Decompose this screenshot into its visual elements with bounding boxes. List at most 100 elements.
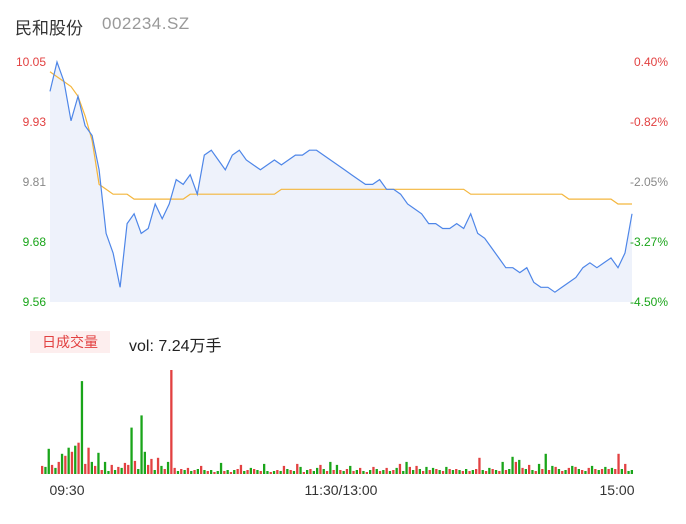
- volume-bar: [173, 467, 176, 474]
- volume-bar: [587, 467, 590, 474]
- volume-bar: [475, 469, 478, 474]
- volume-bar: [103, 461, 107, 474]
- volume-bar: [554, 466, 557, 474]
- volume-bar: [243, 471, 246, 474]
- volume-bar: [564, 470, 567, 474]
- volume-bar: [438, 470, 441, 474]
- volume-bar: [355, 470, 358, 474]
- volume-bar: [630, 470, 633, 474]
- volume-bar: [153, 470, 156, 474]
- volume-bar: [279, 471, 282, 474]
- volume-bar: [372, 466, 375, 474]
- volume-bar: [147, 464, 150, 474]
- volume-bar: [196, 469, 199, 474]
- volume-bar: [465, 469, 468, 474]
- volume-bar: [60, 453, 64, 474]
- volume-badge[interactable]: 日成交量: [30, 331, 110, 353]
- x-tick-label: 15:00: [599, 482, 634, 498]
- volume-bar: [223, 471, 226, 474]
- volume-bar: [544, 453, 547, 474]
- volume-bar: [455, 469, 458, 474]
- stock-name: 民和股份: [15, 19, 83, 38]
- volume-bar: [312, 471, 315, 474]
- volume-bar: [627, 471, 630, 474]
- average-line: [49, 71, 632, 205]
- volume-bar: [282, 465, 286, 474]
- volume-bar: [54, 467, 57, 474]
- volume-bar: [299, 466, 302, 474]
- volume-bar: [412, 470, 415, 474]
- volume-bar: [97, 452, 100, 474]
- volume-bar: [352, 471, 355, 474]
- volume-bar: [156, 457, 160, 474]
- volume-bar: [478, 457, 481, 474]
- volume-bar: [253, 469, 256, 474]
- volume-bar: [90, 461, 93, 474]
- volume-bar: [398, 463, 402, 474]
- volume-bar: [484, 471, 488, 474]
- volume-bar: [150, 458, 153, 474]
- volume-bar: [428, 470, 431, 474]
- volume-bar: [176, 471, 180, 474]
- volume-bar: [557, 469, 561, 474]
- volume-bar: [67, 447, 70, 474]
- volume-bar: [84, 463, 87, 474]
- volume-bar: [594, 469, 597, 474]
- volume-bar: [180, 469, 183, 474]
- volume-bar: [143, 451, 146, 474]
- volume-bar: [504, 470, 508, 474]
- x-tick-label: 09:30: [49, 482, 84, 498]
- volume-bar: [518, 459, 521, 474]
- volume-bar: [229, 472, 233, 474]
- volume-bar: [369, 470, 372, 474]
- volume-bar: [481, 470, 484, 474]
- volume-bar: [577, 469, 580, 474]
- volume-bar: [614, 469, 617, 474]
- volume-value: vol: 7.24万手: [129, 338, 222, 355]
- volume-bar: [130, 427, 133, 474]
- volume-bar: [269, 472, 272, 474]
- volume-bar: [80, 381, 84, 474]
- volume-bar: [170, 370, 173, 474]
- volume-bar: [302, 472, 305, 474]
- volume-bar: [431, 467, 435, 474]
- volume-bar: [402, 471, 405, 474]
- volume-bar: [537, 463, 541, 474]
- volume-bar: [100, 470, 103, 474]
- volume-bar: [113, 470, 117, 474]
- volume-bar: [624, 463, 627, 474]
- volume-bar: [551, 465, 554, 474]
- volume-bar: [140, 415, 143, 474]
- volume-bar: [498, 471, 501, 474]
- volume-bar: [408, 466, 411, 474]
- volume-bar: [266, 471, 269, 474]
- volume-bar: [441, 471, 445, 474]
- volume-bar: [561, 471, 564, 474]
- volume-bar: [422, 471, 425, 474]
- volume-bar: [349, 465, 352, 474]
- y-tick-left: 10.05: [16, 55, 46, 69]
- volume-bar: [107, 471, 110, 474]
- volume-bar: [329, 461, 332, 474]
- volume-bar: [365, 472, 368, 474]
- volume-bar: [319, 464, 322, 474]
- volume-bar: [70, 451, 74, 474]
- y-tick-right: -4.50%: [630, 295, 668, 309]
- volume-bar: [534, 471, 537, 474]
- volume-bar: [494, 470, 498, 474]
- volume-bar: [322, 469, 325, 474]
- volume-bar: [359, 467, 362, 474]
- volume-bar: [488, 467, 491, 474]
- volume-bar: [448, 469, 451, 474]
- volume-bar: [325, 471, 329, 474]
- volume-bar: [378, 471, 382, 474]
- volume-bar: [289, 470, 292, 474]
- volume-bar: [316, 467, 319, 474]
- volume-bar: [306, 470, 309, 474]
- volume-bar: [276, 470, 279, 474]
- y-tick-left: 9.81: [23, 175, 47, 189]
- volume-bar: [395, 467, 398, 474]
- volume-bar: [186, 467, 190, 474]
- volume-bar: [259, 471, 262, 474]
- volume-bar: [272, 471, 276, 474]
